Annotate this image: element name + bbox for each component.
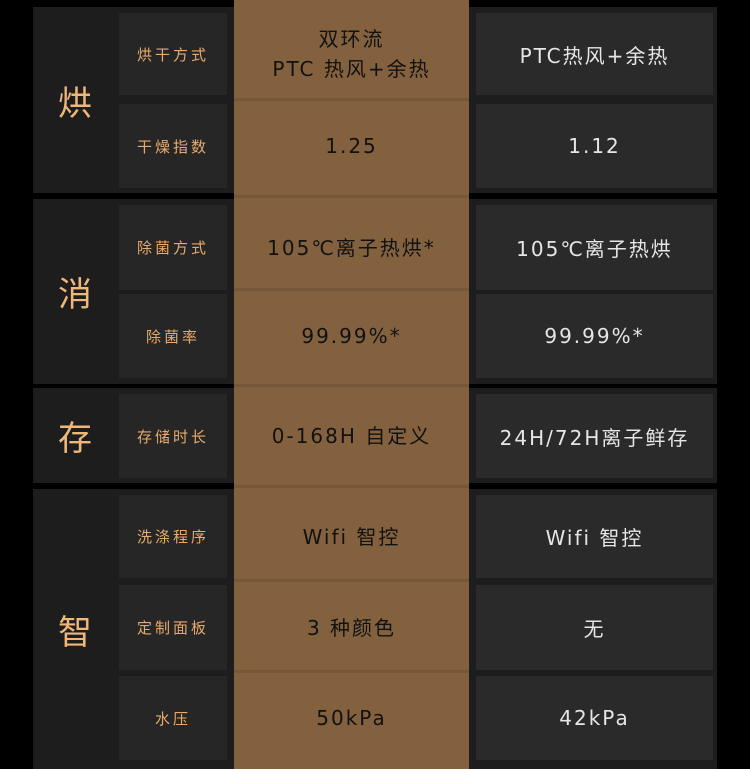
comparison-value: PTC热风+余热: [476, 13, 713, 95]
row-label: 洗涤程序: [119, 495, 227, 578]
comparison-value: 24H/72H离子鲜存: [476, 394, 713, 478]
comparison-value: 42kPa: [476, 676, 713, 760]
row-label: 除菌率: [119, 294, 227, 378]
row-label: 干燥指数: [119, 104, 227, 188]
row-separator: [234, 195, 469, 198]
category-label: 烘: [58, 83, 92, 124]
comparison-value: 105℃离子热烘: [476, 205, 713, 290]
row-separator: [234, 288, 469, 291]
highlight-value: 50kPa: [234, 676, 469, 760]
row-separator: [234, 485, 469, 488]
category-label: 存: [58, 419, 92, 459]
row-label: 烘干方式: [119, 13, 227, 95]
value-line: PTC 热风+余热: [272, 57, 431, 81]
value-line: Wifi 智控: [302, 524, 401, 549]
comparison-value: 99.99%*: [476, 294, 713, 378]
row-separator: [234, 670, 469, 673]
highlight-value: 3 种颜色: [234, 585, 469, 670]
highlight-value: 105℃离子热烘*: [234, 205, 469, 290]
row-separator: [234, 579, 469, 582]
highlight-value: 1.25: [234, 104, 469, 188]
category-label: 智: [58, 612, 92, 653]
row-label: 除菌方式: [119, 205, 227, 290]
highlight-value: Wifi 智控: [234, 495, 469, 578]
value-line: 1.25: [325, 134, 378, 158]
value-line: 50kPa: [316, 706, 387, 730]
category-label: 消: [58, 275, 92, 315]
value-line: 双环流: [318, 27, 385, 51]
row-label: 存储时长: [119, 394, 227, 478]
value-line: 105℃离子热烘*: [267, 235, 436, 260]
comparison-value: Wifi 智控: [476, 495, 713, 578]
row-separator: [234, 98, 469, 101]
row-label: 定制面板: [119, 585, 227, 670]
row-separator: [234, 384, 469, 387]
highlight-value: 双环流 PTC 热风+余热: [234, 13, 469, 95]
value-line: 3 种颜色: [306, 615, 397, 640]
value-line: 99.99%*: [301, 324, 402, 348]
highlight-value: 0-168H 自定义: [234, 394, 469, 478]
comparison-value: 1.12: [476, 104, 713, 188]
row-label: 水压: [119, 676, 227, 760]
value-line: 0-168H 自定义: [271, 424, 432, 448]
highlight-value: 99.99%*: [234, 294, 469, 378]
comparison-value: 无: [476, 585, 713, 670]
